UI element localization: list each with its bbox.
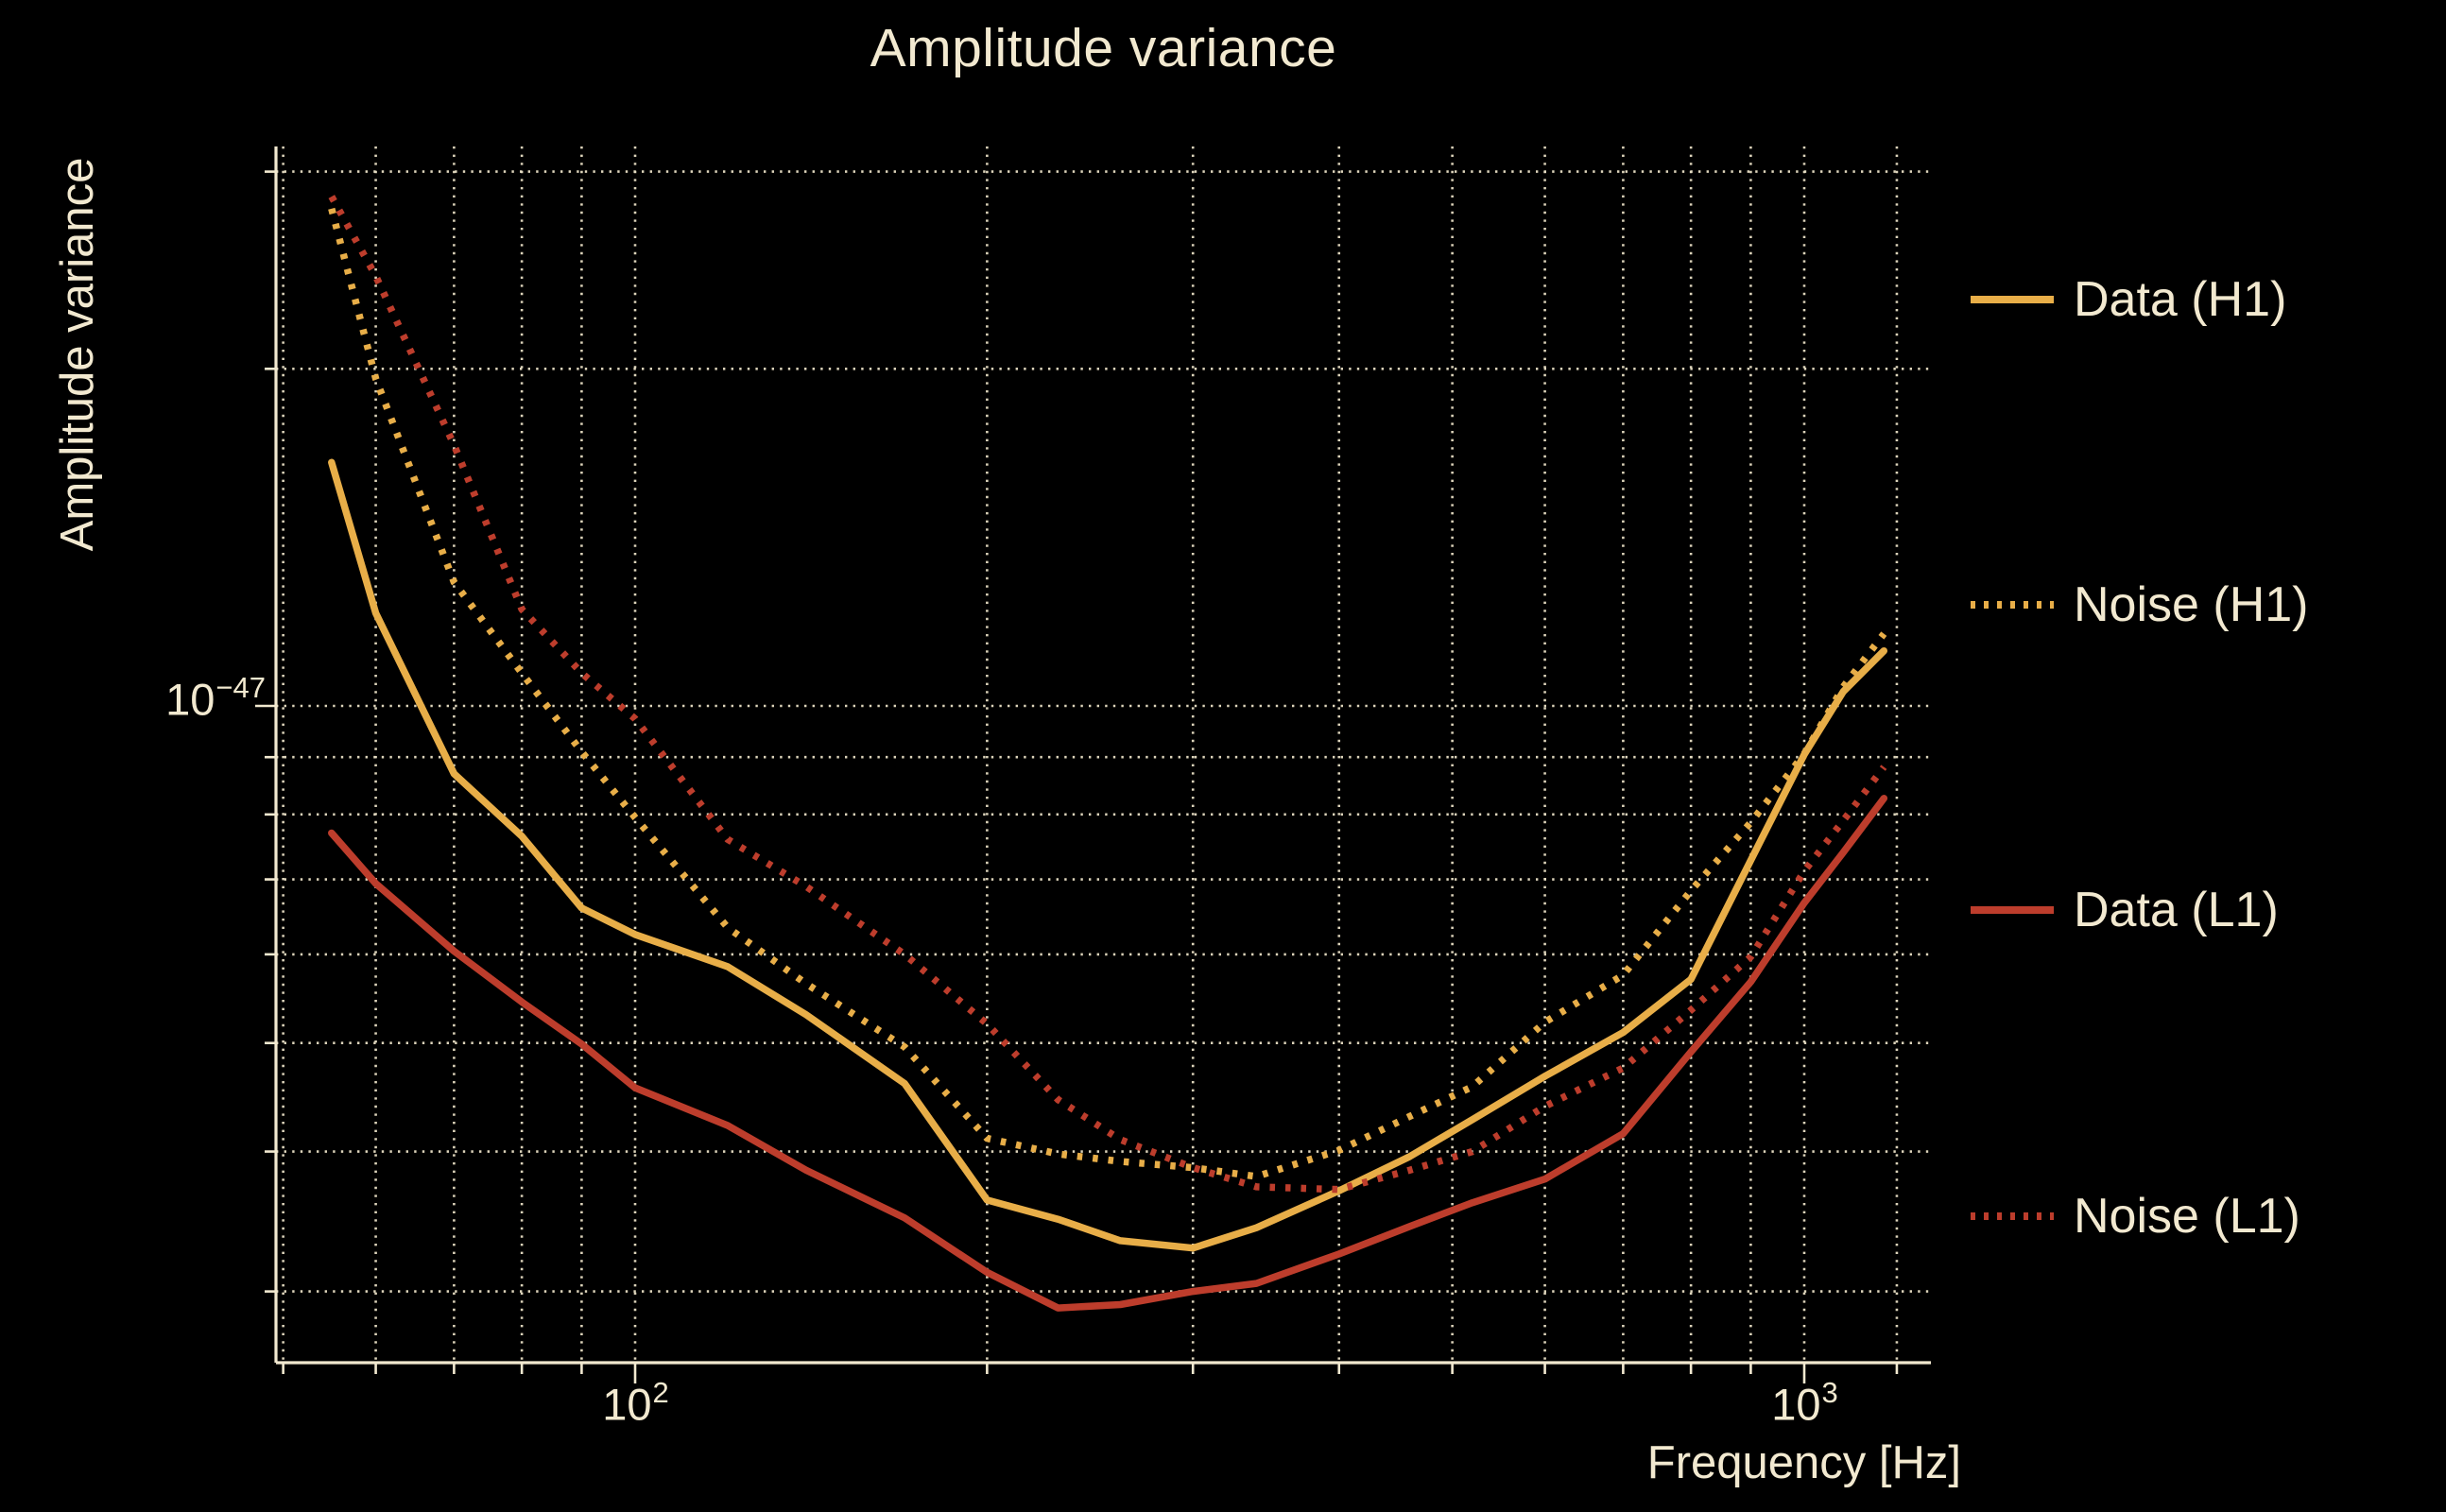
legend-line-noise-l1-icon (1971, 1212, 2054, 1220)
y-axis-label: Amplitude variance (52, 157, 103, 552)
legend-item-noise-h1: Noise (H1) (1971, 572, 2309, 638)
legend-label: Noise (L1) (2074, 1189, 2300, 1244)
legend-line-data-l1-icon (1971, 906, 2054, 914)
y-tick-label-1e-47: 10−47 (165, 671, 266, 725)
legend-label: Data (H1) (2074, 272, 2287, 327)
chart-title: Amplitude variance (870, 18, 1337, 78)
curve-data-l1 (328, 795, 1888, 1312)
legend-line-data-h1-icon (1971, 296, 2054, 303)
x-tick-label-1000: 103 (1771, 1376, 1838, 1430)
legend-item-data-l1: Data (L1) (1971, 877, 2279, 943)
legend-item-noise-l1: Noise (L1) (1971, 1183, 2300, 1249)
x-axis-label: Frequency [Hz] (1646, 1437, 1961, 1488)
legend-label: Noise (H1) (2074, 577, 2309, 632)
legend-line-noise-h1-icon (1971, 601, 2054, 609)
curve-data-h1 (328, 458, 1888, 1252)
curve-noise-h1 (328, 207, 1887, 1180)
legend-label: Data (L1) (2074, 883, 2279, 937)
curve-noise-l1 (328, 195, 1887, 1194)
x-tick-label-100: 102 (602, 1376, 669, 1430)
legend-item-data-h1: Data (H1) (1971, 266, 2286, 333)
